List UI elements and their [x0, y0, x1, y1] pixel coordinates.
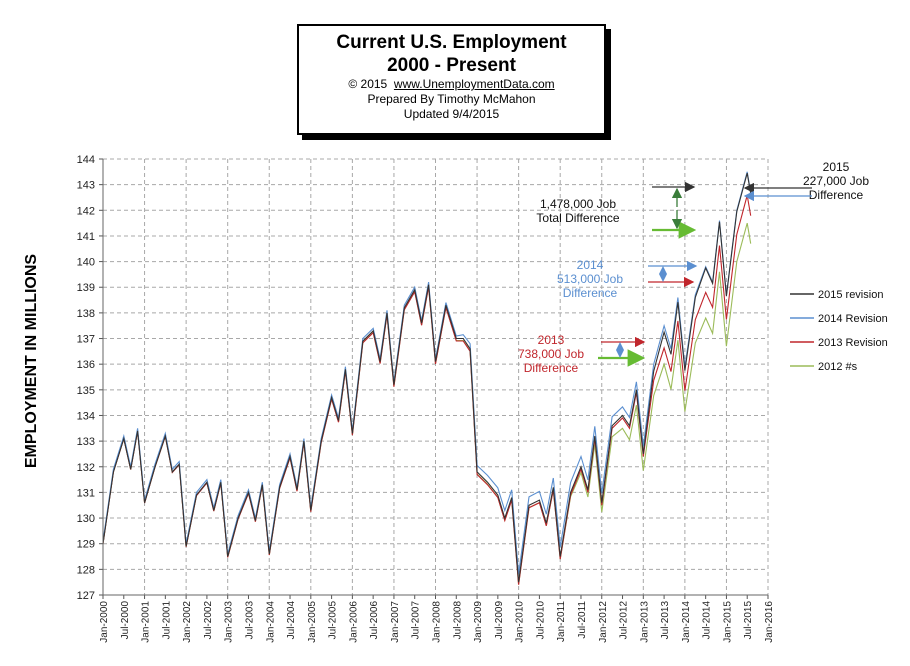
x-tick-label: Jan-2009: [473, 601, 484, 643]
annotation-2014: 513,000 Job: [557, 272, 623, 286]
annotation-2014: Difference: [563, 286, 618, 300]
y-tick-label: 135: [77, 385, 95, 397]
x-tick-label: Jan-2014: [681, 601, 692, 643]
y-tick-label: 133: [77, 436, 95, 448]
x-tick-label: Jan-2001: [141, 601, 152, 643]
series-line-2012-s: [102, 222, 752, 585]
y-tick-label: 140: [77, 257, 95, 269]
annotation-2013: 2013: [538, 333, 565, 347]
x-tick-label: Jul-2011: [577, 601, 588, 639]
x-tick-label: Jan-2004: [265, 601, 276, 643]
x-tick-label: Jul-2008: [452, 601, 463, 640]
annotation-2013: 738,000 Job: [518, 347, 584, 361]
legend-label: 2013 Revision: [818, 337, 888, 349]
updated-line: Updated 9/4/2015: [403, 107, 500, 121]
annotation-2013: Difference: [524, 361, 579, 375]
axis-layer: 127 128 129 130 131 132 133 134 135 136 137 138 139 1…: [77, 154, 775, 643]
x-tick-label: Jul-2015: [743, 601, 754, 640]
x-tick-label: Jan-2007: [390, 601, 401, 643]
y-tick-label: 130: [77, 513, 95, 525]
source-url[interactable]: www.UnemploymentData.com: [393, 77, 555, 91]
legend: 2015 revision 2014 Revision 2013 Revision 2…: [790, 289, 888, 373]
annotation-total: Total Difference: [536, 211, 619, 225]
x-tick-label: Jan-2000: [99, 601, 110, 643]
y-tick-label: 131: [77, 487, 95, 499]
y-axis-label: EMPLOYMENT IN MILLIONS: [23, 253, 40, 469]
x-tick-label: Jan-2002: [182, 601, 193, 643]
legend-label: 2014 Revision: [818, 313, 888, 325]
copyright: © 2015: [348, 77, 388, 91]
x-tick-label: Jul-2004: [286, 601, 297, 640]
x-tick-label: Jul-2013: [660, 601, 671, 640]
x-tick-label: Jul-2006: [369, 601, 380, 640]
annotation-2015: 2015: [823, 160, 850, 174]
x-tick-label: Jul-2010: [535, 601, 546, 640]
x-tick-label: Jul-2000: [120, 601, 131, 640]
x-tick-label: Jul-2003: [244, 601, 255, 640]
x-tick-label: Jul-2007: [411, 601, 422, 640]
x-tick-label: Jan-2003: [224, 601, 235, 643]
y-tick-label: 138: [77, 308, 95, 320]
y-tick-label: 137: [77, 334, 95, 346]
x-tick-label: Jul-2001: [161, 601, 172, 640]
y-tick-label: 132: [77, 462, 95, 474]
y-tick-label: 142: [77, 205, 95, 217]
x-tick-label: Jan-2015: [722, 601, 733, 643]
y-tick-label: 144: [77, 154, 95, 166]
legend-label: 2012 #s: [818, 361, 858, 373]
x-tick-label: Jan-2016: [764, 601, 775, 643]
x-tick-label: Jul-2014: [702, 601, 713, 640]
chart-title: Current U.S. Employment: [336, 32, 567, 53]
series-line-2014-revision: [102, 171, 752, 575]
legend-label: 2015 revision: [818, 289, 883, 301]
x-tick-label: Jul-2012: [619, 601, 630, 640]
x-tick-label: Jan-2010: [515, 601, 526, 643]
annotation-total: 1,478,000 Job: [540, 197, 616, 211]
y-tick-label: 129: [77, 539, 95, 551]
grid-layer: [103, 158, 769, 595]
x-tick-label: Jan-2008: [432, 601, 443, 643]
annotation-2015: 227,000 Job: [803, 174, 869, 188]
title-box: Current U.S. Employment 2000 - Present ©…: [297, 24, 606, 135]
x-tick-label: Jul-2002: [203, 601, 214, 640]
y-tick-label: 136: [77, 359, 95, 371]
x-tick-label: Jul-2009: [494, 601, 505, 640]
x-tick-label: Jan-2006: [348, 601, 359, 643]
annotation-2015: Difference: [809, 188, 864, 202]
copyright-line: © 2015 www.UnemploymentData.com: [299, 77, 604, 92]
y-tick-label: 143: [77, 180, 95, 192]
y-tick-label: 141: [77, 231, 95, 243]
author-line: Prepared By Timothy McMahon: [367, 92, 536, 106]
y-tick-label: 139: [77, 282, 95, 294]
y-tick-label: 127: [77, 590, 95, 602]
series-line-2015-revision: [102, 172, 752, 583]
x-tick-label: Jan-2005: [307, 601, 318, 643]
annotation-2014: 2014: [577, 258, 604, 272]
x-tick-label: Jan-2011: [556, 601, 567, 642]
series-layer: [102, 171, 752, 585]
x-tick-label: Jan-2012: [598, 601, 609, 643]
x-tick-label: Jan-2013: [639, 601, 650, 643]
x-tick-label: Jul-2005: [328, 601, 339, 640]
y-tick-label: 128: [77, 564, 95, 576]
y-tick-label: 134: [77, 410, 95, 422]
chart-subtitle: 2000 - Present: [387, 55, 516, 76]
